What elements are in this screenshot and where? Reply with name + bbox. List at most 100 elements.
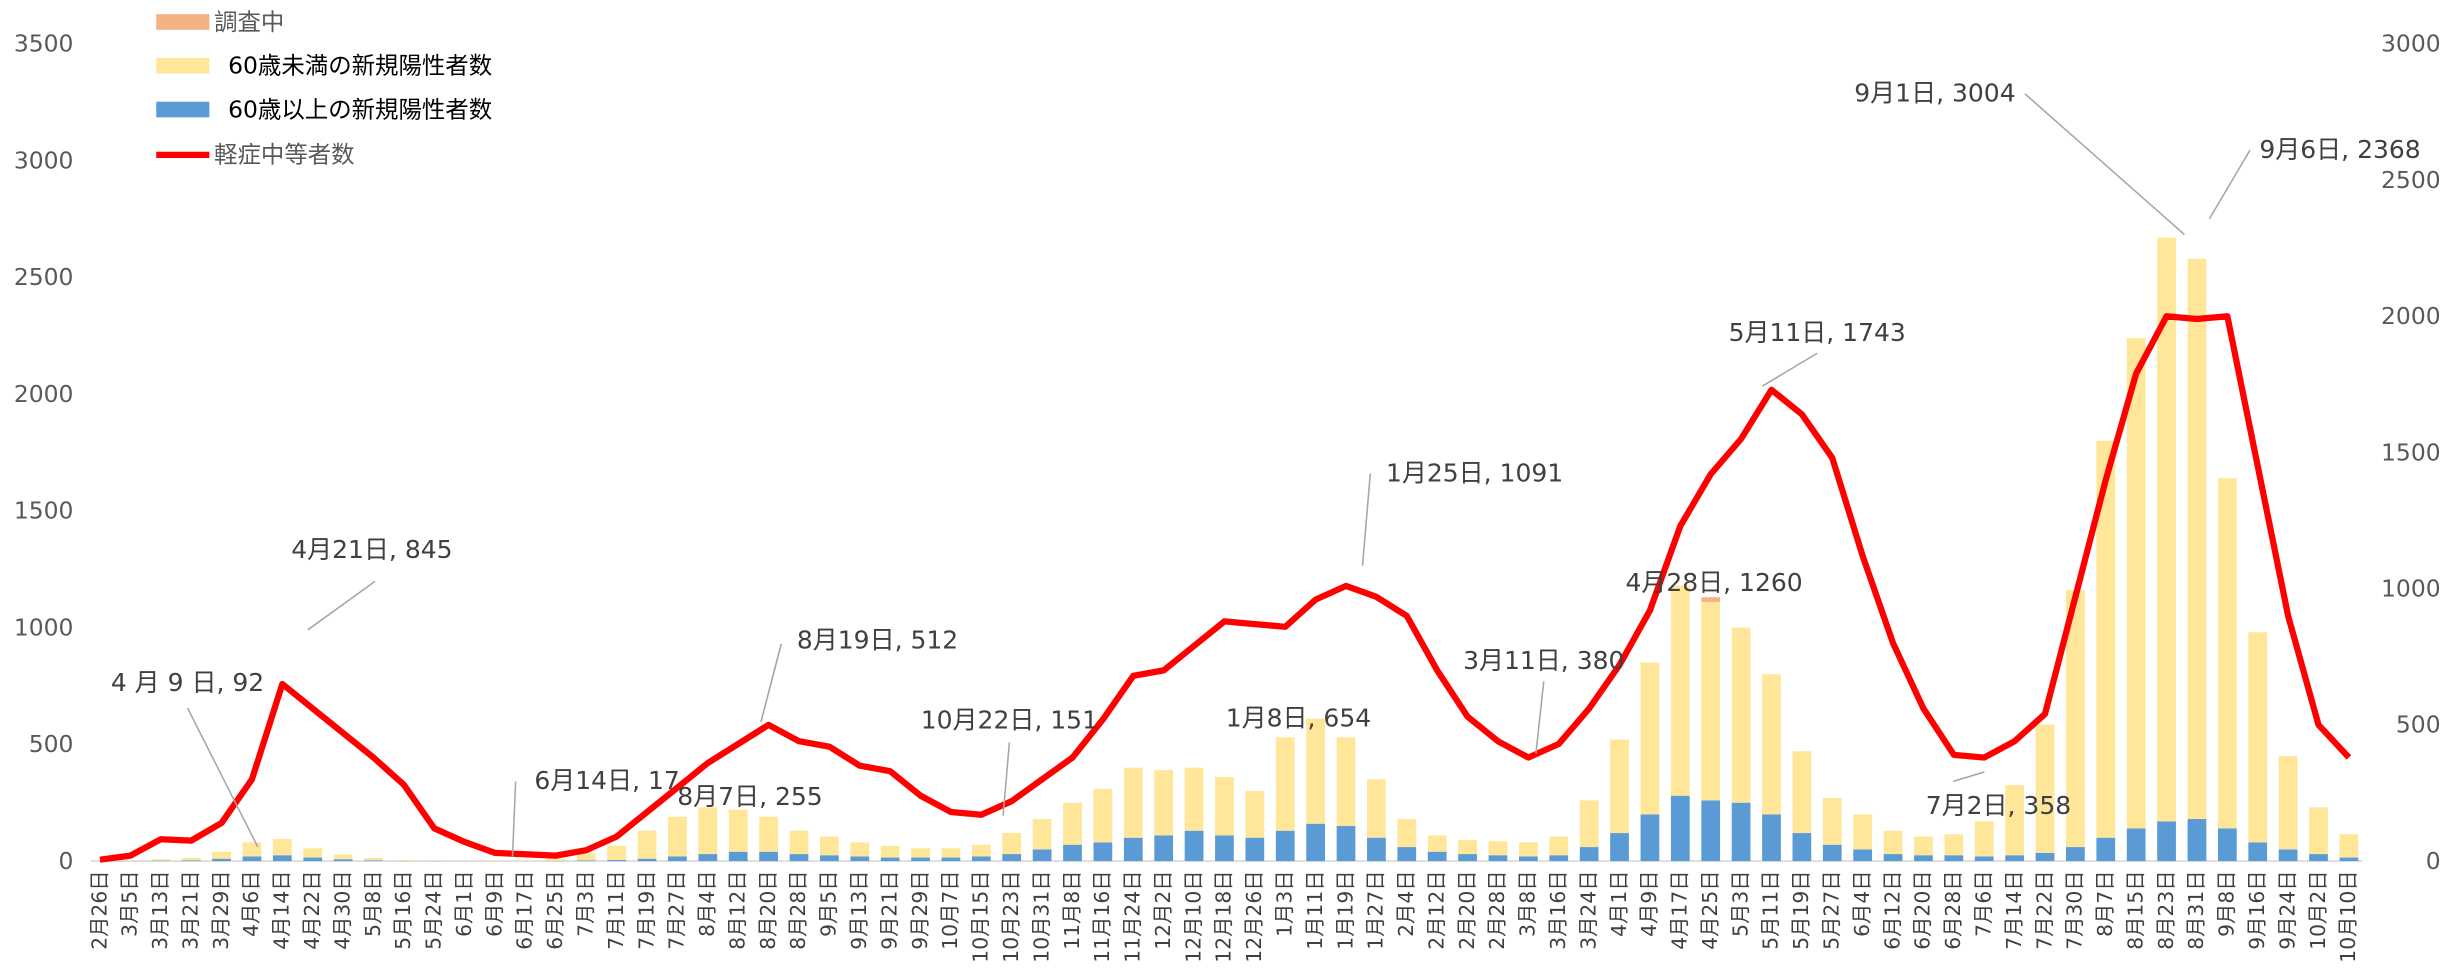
x-tick-label: 12月18日 [1212, 870, 1236, 962]
bar [1762, 814, 1781, 862]
leader-line [1535, 681, 1545, 754]
x-tick-label: 3月8日 [1516, 870, 1540, 936]
bar [2217, 828, 2237, 862]
x-tick-label: 9月16日 [2245, 870, 2269, 949]
bar [2005, 855, 2024, 862]
bar [303, 857, 323, 862]
x-tick-label: 5月3日 [1728, 870, 1752, 936]
bar [1032, 849, 1052, 862]
bar [1822, 844, 1842, 862]
bar [242, 856, 262, 862]
bar [1397, 819, 1417, 848]
y-tick-label: 1500 [14, 497, 74, 525]
bar [2278, 849, 2298, 862]
annotation: 9月6日, 2368 [2259, 135, 2420, 164]
x-tick-label: 8月4日 [695, 870, 719, 936]
annotation: 4月21日, 845 [291, 535, 452, 564]
x-tick-label: 5月11日 [1759, 870, 1783, 949]
annotation: 9月1日, 3004 [1854, 79, 2015, 108]
x-tick-label: 5月19日 [1789, 870, 1813, 949]
annotation: 1月8日, 654 [1226, 704, 1371, 733]
x-tick-label: 5月16日 [391, 870, 415, 949]
y-tick-label: 0 [59, 847, 74, 875]
leader-line [2208, 149, 2251, 220]
annotation: 7月2日, 358 [1926, 791, 2071, 820]
x-tick-label: 8月31日 [2184, 870, 2208, 949]
bar [1974, 856, 1994, 862]
bar [789, 854, 809, 862]
x-tick-label: 2月20日 [1455, 870, 1479, 949]
bar [2096, 837, 2116, 862]
x-tick-label: 7月30日 [2063, 870, 2087, 949]
legend-label: 調査中 [214, 8, 284, 36]
bar [1518, 856, 1538, 862]
x-tick-label: 7月11日 [604, 870, 628, 949]
annotation: 10月22日, 151 [921, 705, 1098, 734]
bar [880, 845, 900, 858]
bar [1853, 849, 1873, 862]
bar [2126, 828, 2146, 862]
x-tick-label: 1月3日 [1272, 870, 1296, 936]
bar [941, 857, 961, 862]
x-tick-label: 8月23日 [2154, 870, 2178, 949]
y-tick-label: 3000 [14, 146, 74, 174]
bar [1397, 847, 1417, 862]
bar [1944, 834, 1964, 856]
x-tick-label: 1月11日 [1303, 870, 1327, 949]
bar [911, 848, 930, 858]
x-tick-label: 3月29日 [209, 870, 233, 949]
y2-tick-label: 1500 [2381, 438, 2441, 466]
bar [1549, 855, 1569, 862]
bar [1579, 800, 1599, 848]
x-tick-label: 9月13日 [847, 870, 871, 949]
bar [1367, 779, 1386, 838]
bar [1792, 751, 1812, 834]
bar [1914, 855, 1933, 862]
x-tick-label: 10月31日 [1029, 870, 1053, 962]
bar [1488, 855, 1508, 862]
bar [2248, 842, 2268, 862]
x-tick-label: 7月14日 [2002, 870, 2026, 949]
bar [1610, 833, 1629, 862]
bar [2126, 338, 2146, 829]
bar [1275, 830, 1295, 862]
y2-tick-label: 500 [2396, 711, 2441, 739]
x-tick-label: 4月25日 [1698, 870, 1722, 949]
x-tick-label: 12月10日 [1181, 870, 1205, 962]
bar [576, 860, 596, 862]
x-tick-label: 7月27日 [665, 870, 689, 949]
bar [759, 816, 778, 852]
bar [212, 851, 231, 859]
bar [1670, 795, 1690, 862]
bar [911, 857, 930, 862]
legend-swatch [156, 14, 210, 30]
bar [1731, 802, 1751, 862]
bar [1458, 854, 1477, 862]
y2-tick-label: 2500 [2381, 166, 2441, 194]
bar [1914, 836, 1933, 856]
bar [1093, 842, 1113, 862]
x-tick-label: 10月2日 [2306, 870, 2330, 949]
x-tick-label: 4月6日 [239, 870, 263, 936]
bar [1488, 841, 1508, 856]
y-tick-label: 2500 [14, 263, 74, 291]
bar [1701, 601, 1721, 801]
bar [1640, 662, 1660, 815]
x-tick-label: 8月28日 [786, 870, 810, 949]
x-tick-label: 6月25日 [543, 870, 567, 949]
x-tick-label: 6月1日 [452, 870, 476, 936]
bar [1032, 819, 1052, 850]
bar [242, 842, 262, 857]
bar [516, 860, 535, 862]
x-tick-label: 10月7日 [938, 870, 962, 949]
x-tick-label: 10月15日 [969, 870, 993, 962]
bar [2339, 834, 2359, 858]
bar [2217, 478, 2237, 829]
x-tick-label: 2月26日 [87, 870, 111, 949]
legend-label: 60歳以上の新規陽性者数 [228, 95, 492, 123]
bar [1063, 802, 1082, 845]
x-tick-label: 8月12日 [725, 870, 749, 949]
x-tick-label: 4月17日 [1668, 870, 1692, 949]
bar [1792, 833, 1812, 862]
